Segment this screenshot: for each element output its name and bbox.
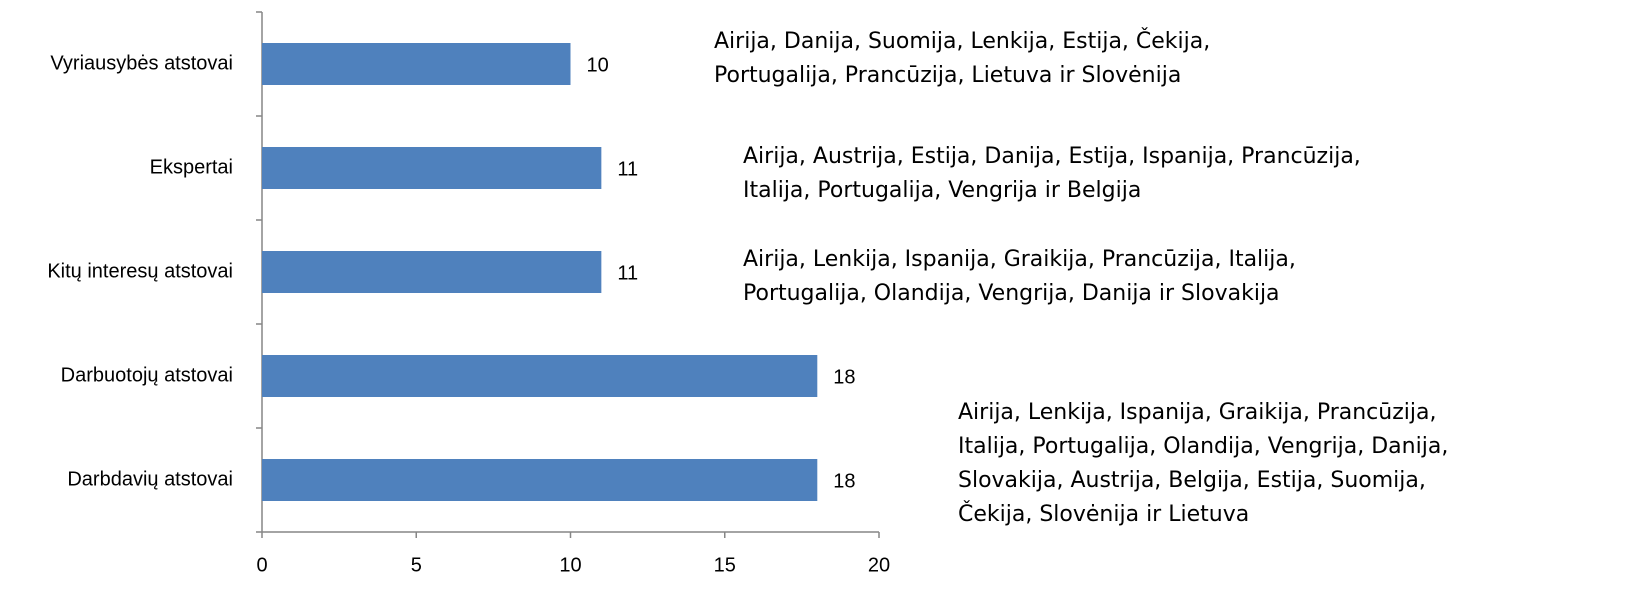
x-tick-label: 5 bbox=[411, 554, 422, 576]
x-tick-label: 20 bbox=[868, 554, 890, 576]
annotation: Čekija, Slovėnija ir Lietuva bbox=[958, 501, 1249, 527]
y-tick-label: Vyriausybės atstovai bbox=[50, 52, 233, 74]
value-label: 11 bbox=[617, 262, 638, 284]
value-label: 18 bbox=[833, 366, 855, 388]
annotation: Portugalija, Prancūzija, Lietuva ir Slov… bbox=[714, 63, 1181, 88]
y-tick-label: Darbuotojų atstovai bbox=[61, 364, 233, 386]
bar bbox=[262, 355, 818, 397]
bar bbox=[262, 43, 571, 85]
value-label: 10 bbox=[587, 54, 609, 76]
x-tick-label: 15 bbox=[714, 554, 736, 576]
annotation: Airija, Danija, Suomija, Lenkija, Estija… bbox=[714, 28, 1210, 54]
x-tick-label: 10 bbox=[559, 554, 581, 576]
annotation: Slovakija, Austrija, Belgija, Estija, Su… bbox=[958, 468, 1426, 493]
bar bbox=[262, 147, 602, 189]
annotation: Portugalija, Olandija, Vengrija, Danija … bbox=[743, 281, 1280, 306]
annotation: Italija, Portugalija, Olandija, Vengrija… bbox=[958, 434, 1448, 459]
annotation: Airija, Austrija, Estija, Danija, Estija… bbox=[743, 144, 1361, 169]
y-tick-label: Kitų interesų atstovai bbox=[47, 260, 233, 282]
value-label: 11 bbox=[617, 158, 638, 180]
y-tick-label: Darbdavių atstovai bbox=[67, 468, 233, 490]
annotation: Airija, Lenkija, Ispanija, Graikija, Pra… bbox=[743, 247, 1296, 272]
value-label: 18 bbox=[833, 470, 855, 492]
x-tick-label: 0 bbox=[256, 554, 267, 576]
annotation: Airija, Lenkija, Ispanija, Graikija, Pra… bbox=[958, 400, 1436, 425]
y-tick-label: Ekspertai bbox=[150, 156, 233, 178]
bar bbox=[262, 251, 602, 293]
bar bbox=[262, 459, 818, 501]
annotation: Italija, Portugalija, Vengrija ir Belgij… bbox=[743, 178, 1141, 203]
